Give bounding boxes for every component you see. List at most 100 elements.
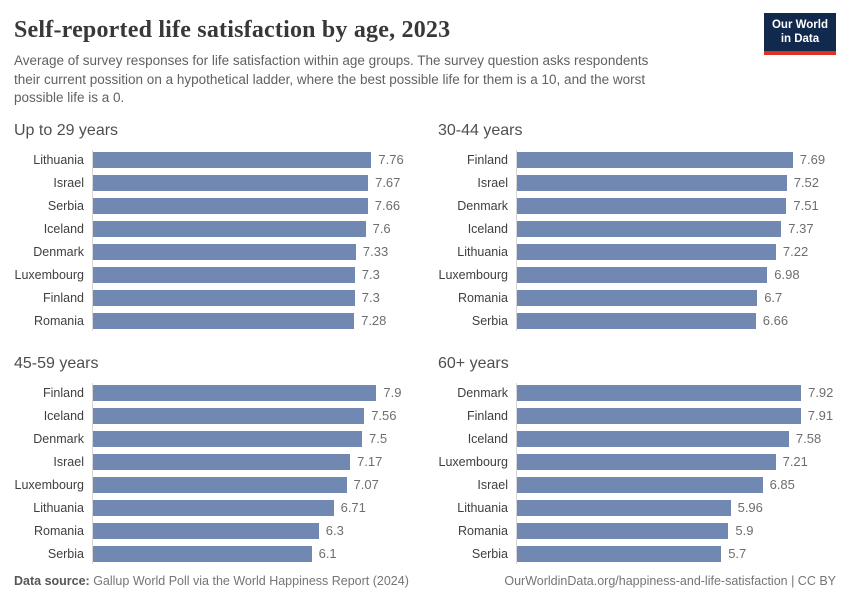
bar[interactable] <box>516 499 731 516</box>
bar[interactable] <box>92 522 319 539</box>
country-label: Iceland <box>43 221 84 236</box>
value-label: 6.66 <box>762 313 789 329</box>
country-label: Serbia <box>471 313 508 328</box>
value-label: 7.17 <box>357 454 383 470</box>
bar[interactable] <box>92 476 347 493</box>
bar[interactable] <box>516 453 776 470</box>
value-label: 7.3 <box>361 267 380 283</box>
country-label: Romania <box>457 290 508 305</box>
bar-chart: Finland 7.9 Iceland 7.56 Denmark 7.5 Israel 7.1… <box>14 382 412 564</box>
bar-row: Denmark 7.92 <box>438 384 836 401</box>
bar[interactable] <box>92 453 351 470</box>
bar[interactable] <box>92 430 362 447</box>
owid-logo[interactable]: Our World in Data <box>763 13 836 55</box>
country-label: Finland <box>467 152 508 167</box>
bar-row: Denmark 7.33 <box>14 243 412 260</box>
country-label: Luxembourg <box>438 267 509 282</box>
value-label: 7.51 <box>793 198 819 214</box>
country-label: Lithuania <box>33 500 84 515</box>
bar[interactable] <box>516 174 787 191</box>
bar[interactable] <box>92 384 377 401</box>
bar[interactable] <box>92 499 334 516</box>
bar-row: Luxembourg 7.3 <box>14 266 412 283</box>
bar[interactable] <box>516 243 776 260</box>
bar[interactable] <box>516 289 758 306</box>
bar[interactable] <box>92 174 369 191</box>
bar[interactable] <box>516 197 787 214</box>
value-label: 6.98 <box>774 267 800 283</box>
bar[interactable] <box>516 384 802 401</box>
bar-row: Luxembourg 6.98 <box>438 266 836 283</box>
value-label: 7.5 <box>369 431 388 447</box>
panel-title: 45-59 years <box>14 354 99 372</box>
bar[interactable] <box>516 430 789 447</box>
country-label: Finland <box>43 290 84 305</box>
bar[interactable] <box>516 312 756 329</box>
value-label: 7.28 <box>361 313 387 329</box>
bar-chart: Finland 7.69 Israel 7.52 Denmark 7.51 Iceland 7… <box>438 149 836 331</box>
header: Self-reported life satisfaction by age, … <box>14 13 836 108</box>
bar-row: Lithuania 6.71 <box>14 499 412 516</box>
value-label: 7.33 <box>362 244 389 260</box>
bar-row: Lithuania 5.96 <box>438 499 836 516</box>
country-label: Finland <box>467 408 508 423</box>
panel-title: 30-44 years <box>438 121 523 139</box>
bar[interactable] <box>92 545 312 562</box>
bar[interactable] <box>92 312 355 329</box>
y-axis-line <box>516 382 517 564</box>
value-label: 7.3 <box>361 290 380 306</box>
value-label: 5.96 <box>737 500 763 516</box>
value-label: 7.66 <box>374 198 401 214</box>
country-label: Luxembourg <box>14 477 85 492</box>
country-label: Denmark <box>457 385 508 400</box>
bar-row: Denmark 7.5 <box>14 430 412 447</box>
value-label: 7.07 <box>353 477 379 493</box>
bar[interactable] <box>516 476 763 493</box>
country-label: Finland <box>43 385 84 400</box>
bar-row: Israel 7.67 <box>14 174 412 191</box>
value-label: 7.37 <box>788 221 814 237</box>
data-source: Data source: Gallup World Poll via the W… <box>14 574 409 588</box>
bar[interactable] <box>516 545 722 562</box>
header-text: Self-reported life satisfaction by age, … <box>14 13 648 108</box>
y-axis-line <box>516 149 517 331</box>
bar[interactable] <box>516 407 801 424</box>
bar[interactable] <box>92 407 365 424</box>
country-label: Luxembourg <box>438 454 509 469</box>
bar-row: Romania 5.9 <box>438 522 836 539</box>
bar[interactable] <box>516 220 782 237</box>
value-label: 7.76 <box>378 152 404 168</box>
y-axis-line <box>92 149 93 331</box>
bar-row: Iceland 7.56 <box>14 407 412 424</box>
bar[interactable] <box>516 522 729 539</box>
bar[interactable] <box>92 289 355 306</box>
value-label: 7.56 <box>371 408 397 424</box>
bar[interactable] <box>92 266 355 283</box>
bar[interactable] <box>92 151 372 168</box>
value-label: 5.7 <box>728 546 747 562</box>
bar[interactable] <box>516 266 768 283</box>
country-label: Israel <box>53 175 84 190</box>
country-label: Lithuania <box>33 152 84 167</box>
bar-row: Iceland 7.58 <box>438 430 836 447</box>
bar-row: Luxembourg 7.07 <box>14 476 412 493</box>
bar-row: Iceland 7.6 <box>14 220 412 237</box>
country-label: Iceland <box>467 431 508 446</box>
citation-link[interactable]: OurWorldinData.org/happiness-and-life-sa… <box>504 574 836 588</box>
bar-row: Denmark 7.51 <box>438 197 836 214</box>
value-label: 6.85 <box>769 477 795 493</box>
country-label: Iceland <box>43 408 84 423</box>
data-source-text: Gallup World Poll via the World Happines… <box>89 574 409 588</box>
value-label: 7.91 <box>807 408 834 424</box>
bar[interactable] <box>92 197 368 214</box>
country-label: Denmark <box>33 244 84 259</box>
bar-row: Romania 7.28 <box>14 312 412 329</box>
bar-row: Luxembourg 7.21 <box>438 453 836 470</box>
country-label: Romania <box>457 523 508 538</box>
bar[interactable] <box>516 151 793 168</box>
bar-row: Lithuania 7.76 <box>14 151 412 168</box>
value-label: 7.6 <box>372 221 391 237</box>
bar[interactable] <box>92 220 366 237</box>
bar-row: Iceland 7.37 <box>438 220 836 237</box>
bar[interactable] <box>92 243 356 260</box>
